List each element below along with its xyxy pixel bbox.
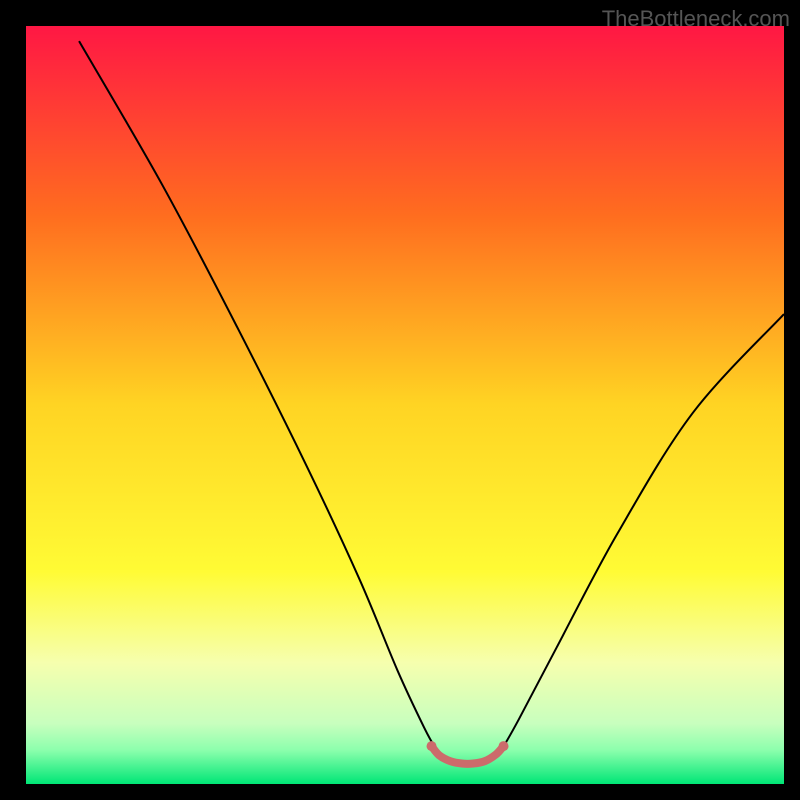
chart-container: TheBottleneck.com (0, 0, 800, 800)
chart-svg (0, 0, 800, 800)
bottom-marker-dot (427, 741, 437, 751)
plot-background (26, 26, 784, 784)
watermark-text: TheBottleneck.com (602, 6, 790, 32)
bottom-marker-dot (499, 741, 509, 751)
